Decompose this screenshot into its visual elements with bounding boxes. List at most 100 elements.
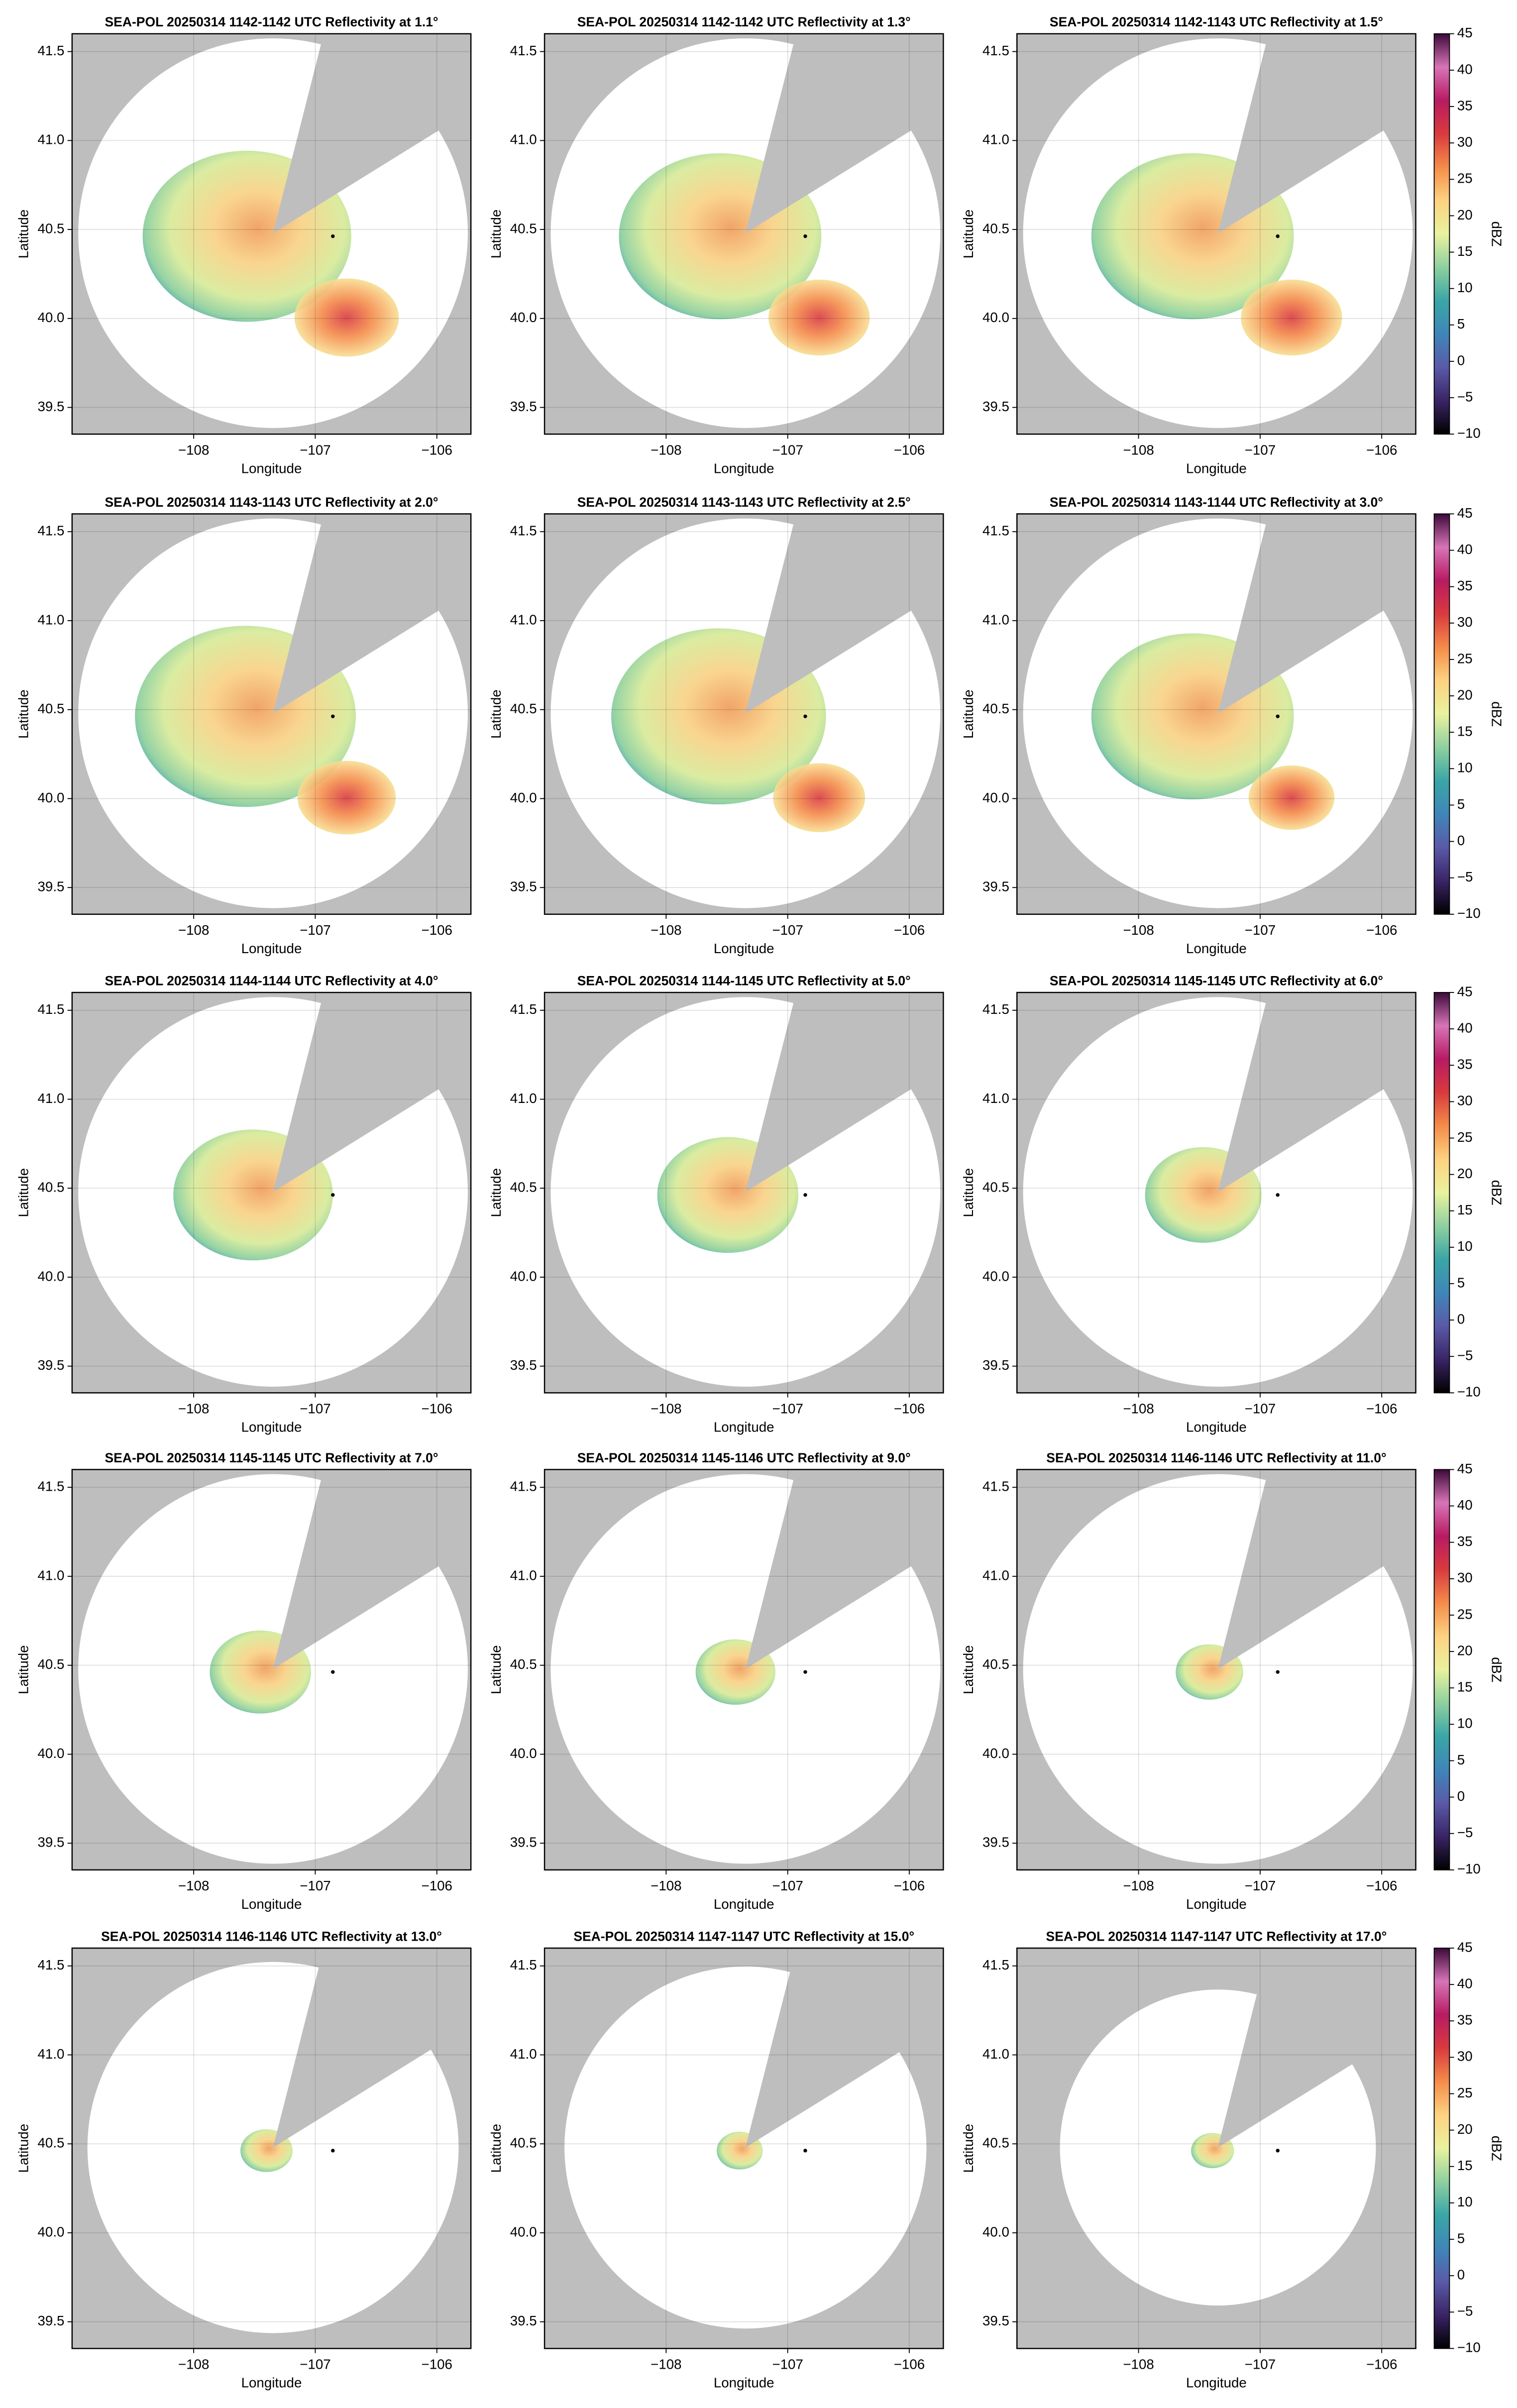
x-tick-label: −108	[1123, 2357, 1154, 2372]
x-tick-label: −106	[1366, 442, 1397, 457]
colorbar-tick-label: 10	[1457, 760, 1473, 775]
y-tick-label: 40.5	[37, 1180, 64, 1195]
x-tick-label: −107	[1245, 1401, 1276, 1417]
colorbar-tick-label: 25	[1457, 1606, 1473, 1622]
colorbar-tick-label: 0	[1457, 2267, 1465, 2282]
y-tick-label: 39.5	[510, 879, 537, 894]
y-tick-label: 39.5	[37, 2313, 64, 2328]
colorbar-tick-label: 35	[1457, 1533, 1473, 1549]
x-axis-label: Longitude	[1186, 1420, 1247, 1435]
colorbar-tick-label: 45	[1457, 505, 1473, 521]
x-tick-label: −108	[1123, 922, 1154, 938]
y-tick-label: 40.0	[37, 790, 64, 805]
y-tick-label: 41.5	[37, 1479, 64, 1494]
axes-frame	[1016, 33, 1416, 435]
colorbar-tick-label: 30	[1457, 2049, 1473, 2064]
colorbar-tick-label: 30	[1457, 614, 1473, 630]
panel: −108 −107 −106 39.5 40.0 40.5 41.0 41.5 SEA-POL …	[488, 1450, 944, 1912]
site-marker	[803, 234, 807, 238]
panel: −108 −107 −106 39.5 40.0 40.5 41.0 41.5 SEA-POL …	[961, 1450, 1504, 1912]
x-tick-label: −106	[422, 1878, 452, 1893]
y-tick-label: 41.0	[510, 1091, 537, 1106]
y-tick-label: 40.5	[510, 220, 537, 236]
x-axis-label: Longitude	[241, 941, 302, 956]
colorbar-tick-label: 20	[1457, 687, 1473, 702]
colorbar-tick-label: 20	[1457, 1642, 1473, 1658]
y-tick-label: 40.0	[37, 310, 64, 325]
x-tick-label: −106	[422, 2357, 452, 2372]
axes-frame	[1016, 1469, 1416, 1871]
y-tick-label: 40.0	[982, 1268, 1009, 1284]
axes-frame	[71, 1947, 472, 2349]
chart-title: SEA-POL 20250314 1142-1142 UTC Reflectiv…	[577, 14, 911, 29]
echo	[1248, 765, 1335, 830]
chart-title: SEA-POL 20250314 1143-1144 UTC Reflectiv…	[1050, 495, 1383, 510]
panel: −108 −107 −106 39.5 40.0 40.5 41.0 41.5 SEA-POL …	[16, 1929, 472, 2391]
y-axis-label: Latitude	[961, 2124, 976, 2173]
panel: −108 −107 −106 39.5 40.0 40.5 41.0 41.5 SEA-POL …	[16, 495, 472, 956]
y-tick-label: 40.0	[37, 2224, 64, 2239]
chart-title: SEA-POL 20250314 1147-1147 UTC Reflectiv…	[573, 1929, 914, 1944]
axes-frame	[543, 1469, 944, 1871]
blocked-sector	[273, 1469, 471, 1669]
y-tick-label: 41.5	[982, 1957, 1009, 1972]
x-tick-label: −107	[1245, 922, 1276, 938]
y-tick-label: 40.0	[510, 1268, 537, 1284]
colorbar-tick-label: 35	[1457, 578, 1473, 593]
colorbar	[1433, 513, 1450, 915]
x-tick-label: −108	[650, 1401, 681, 1417]
y-tick-label: 41.5	[37, 1001, 64, 1017]
blocked-sector	[1218, 992, 1416, 1192]
colorbar-tick-label: −5	[1457, 1825, 1473, 1840]
colorbar-tick-label: 25	[1457, 2085, 1473, 2100]
y-tick-label: 40.5	[982, 220, 1009, 236]
y-axis-label: Latitude	[16, 1645, 31, 1694]
chart-title: SEA-POL 20250314 1144-1145 UTC Reflectiv…	[577, 973, 911, 988]
plot-area	[72, 1948, 471, 2349]
colorbar-tick-label: 20	[1457, 207, 1473, 222]
site-marker	[803, 1670, 807, 1674]
y-tick-label: 41.5	[982, 1001, 1009, 1017]
blocked-sector	[273, 514, 471, 714]
y-tick-label: 41.0	[510, 2046, 537, 2062]
y-tick-label: 40.0	[510, 2224, 537, 2239]
x-tick-label: −106	[894, 922, 925, 938]
blocked-sector	[273, 992, 471, 1192]
y-tick-label: 40.0	[510, 310, 537, 325]
colorbar-tick-label: 5	[1457, 1275, 1465, 1290]
colorbar	[1433, 1948, 1450, 2349]
x-tick-label: −106	[894, 442, 925, 457]
x-axis-label: Longitude	[714, 460, 774, 476]
echo	[773, 763, 866, 832]
colorbar-label: dBZ	[1489, 2136, 1505, 2161]
x-tick-label: −106	[894, 1878, 925, 1893]
y-axis-label: Latitude	[16, 1168, 31, 1217]
y-tick-label: 41.0	[37, 2046, 64, 2062]
y-tick-label: 39.5	[510, 1835, 537, 1850]
blocked-sector	[745, 992, 944, 1192]
plot-area	[1017, 1469, 1416, 1870]
colorbar-label: dBZ	[1489, 1180, 1505, 1205]
x-tick-label: −107	[1245, 1878, 1276, 1893]
x-axis-label: Longitude	[714, 1896, 774, 1912]
y-tick-label: 40.5	[37, 220, 64, 236]
y-tick-label: 40.0	[982, 2224, 1009, 2239]
blocked-sector	[1218, 514, 1416, 714]
site-marker	[331, 714, 335, 718]
colorbar-tick-label: 15	[1457, 1202, 1473, 1217]
x-tick-label: −108	[178, 1401, 209, 1417]
panel: −108 −107 −106 39.5 40.0 40.5 41.0 41.5 SEA-POL …	[961, 495, 1504, 956]
y-axis-label: Latitude	[488, 1168, 504, 1217]
x-axis-label: Longitude	[1186, 1896, 1247, 1912]
y-tick-label: 40.5	[510, 1656, 537, 1672]
axes-frame	[543, 33, 944, 435]
plot-area	[72, 33, 471, 435]
x-tick-label: −107	[772, 1401, 803, 1417]
chart-title: SEA-POL 20250314 1145-1145 UTC Reflectiv…	[1050, 973, 1383, 988]
colorbar-tick-label: 5	[1457, 796, 1465, 812]
colorbar-tick-label: 45	[1457, 25, 1473, 40]
chart-title: SEA-POL 20250314 1147-1147 UTC Reflectiv…	[1046, 1929, 1387, 1944]
y-axis-label: Latitude	[961, 210, 976, 259]
colorbar-tick-label: 0	[1457, 833, 1465, 848]
x-tick-label: −107	[1245, 2357, 1276, 2372]
